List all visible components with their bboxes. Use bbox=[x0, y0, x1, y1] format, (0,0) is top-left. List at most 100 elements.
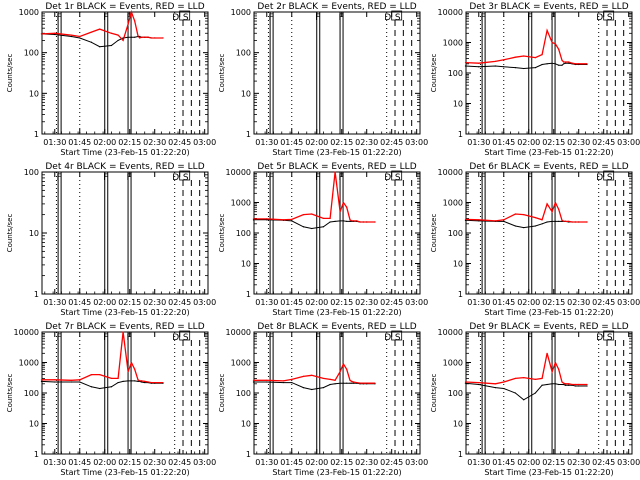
panel-title: Det 5r BLACK = Events, RED = LLD bbox=[257, 162, 416, 172]
x-tick-label: 02:15 bbox=[330, 458, 353, 467]
events-point bbox=[130, 380, 132, 382]
x-tick-label: 01:45 bbox=[68, 458, 91, 467]
events-point bbox=[342, 220, 344, 222]
events-point bbox=[117, 381, 119, 384]
detector-panel-6: Det 6r BLACK = Events, RED = LLD Counts/s… bbox=[430, 162, 640, 317]
flag-letter: S bbox=[395, 173, 401, 183]
lld-series-line bbox=[253, 362, 375, 384]
s-marker-box bbox=[391, 170, 403, 181]
lld-point bbox=[139, 380, 141, 382]
lld-point bbox=[154, 381, 156, 384]
events-point bbox=[534, 67, 537, 69]
lld-point bbox=[70, 34, 73, 36]
events-point bbox=[546, 383, 548, 386]
events-point bbox=[478, 383, 480, 386]
x-tick-label: 01:30 bbox=[467, 458, 490, 467]
x-tick-label: 03:00 bbox=[617, 138, 640, 147]
x-tick-label: 02:45 bbox=[168, 138, 191, 147]
events-point bbox=[339, 382, 341, 384]
flag-letter: F bbox=[103, 333, 108, 343]
events-point bbox=[551, 383, 553, 385]
flag-letter: F bbox=[527, 13, 532, 23]
lld-point bbox=[586, 221, 588, 223]
lld-point bbox=[514, 213, 517, 215]
x-tick-label: 02:30 bbox=[355, 298, 378, 307]
lld-point bbox=[252, 379, 255, 381]
lld-point bbox=[574, 63, 576, 65]
events-point bbox=[534, 225, 537, 227]
lld-point bbox=[359, 221, 361, 223]
lld-point bbox=[523, 376, 525, 379]
panel-title: Det 6r BLACK = Events, RED = LLD bbox=[469, 162, 628, 172]
x-tick-label: 01:30 bbox=[43, 298, 66, 307]
y-tick-label: 100 bbox=[448, 229, 463, 238]
lld-point bbox=[464, 218, 467, 220]
lld-point bbox=[551, 371, 553, 373]
lld-point bbox=[302, 214, 305, 216]
lld-point bbox=[137, 379, 139, 381]
events-point bbox=[494, 65, 497, 67]
x-tick-label: 03:00 bbox=[405, 138, 428, 147]
lld-point bbox=[130, 11, 132, 13]
y-axis-label: Counts/sec bbox=[430, 54, 438, 93]
events-point bbox=[478, 220, 480, 222]
events-point bbox=[541, 384, 543, 386]
events-point bbox=[110, 44, 113, 47]
y-tick-label: 10 bbox=[29, 229, 39, 238]
x-tick-label: 02:30 bbox=[567, 458, 590, 467]
events-point bbox=[464, 382, 467, 384]
lld-point bbox=[523, 55, 525, 57]
events-series-line bbox=[41, 33, 163, 48]
detector-panel-4: Det 4r BLACK = Events, RED = LLD Counts/s… bbox=[6, 162, 216, 317]
events-point bbox=[523, 67, 525, 70]
y-tick-label: 10 bbox=[453, 260, 463, 269]
lld-point bbox=[478, 62, 480, 64]
x-tick-label: 02:45 bbox=[380, 298, 403, 307]
y-tick-label: 10 bbox=[29, 420, 39, 429]
flag-letter: F bbox=[338, 173, 343, 183]
lld-point bbox=[574, 383, 576, 386]
x-tick-label: 02:45 bbox=[592, 298, 615, 307]
events-point bbox=[134, 36, 136, 38]
lld-point bbox=[558, 368, 560, 370]
events-point bbox=[291, 381, 293, 384]
lld-point bbox=[266, 218, 268, 220]
y-tick-label: 1 bbox=[458, 450, 463, 459]
lld-point bbox=[561, 381, 563, 383]
s-marker-box bbox=[391, 330, 403, 341]
lld-point bbox=[140, 36, 142, 38]
y-tick-label: 100 bbox=[448, 389, 463, 398]
lld-point bbox=[311, 213, 313, 215]
y-axis-label: Counts/sec bbox=[218, 54, 226, 93]
events-point bbox=[144, 381, 146, 384]
lld-point bbox=[70, 379, 73, 381]
flag-letter: S bbox=[395, 333, 401, 343]
lld-point bbox=[578, 383, 580, 386]
lld-series-line bbox=[253, 171, 375, 223]
lld-point bbox=[561, 219, 563, 221]
events-point bbox=[79, 37, 81, 39]
x-tick-label: 02:45 bbox=[380, 458, 403, 467]
lld-point bbox=[352, 220, 354, 222]
flag-letter: F bbox=[57, 13, 62, 23]
x-tick-label: 03:00 bbox=[193, 298, 216, 307]
lld-point bbox=[568, 383, 570, 385]
y-tick-label: 100 bbox=[236, 389, 251, 398]
lld-point bbox=[534, 378, 537, 380]
flag-letter: F bbox=[550, 333, 555, 343]
x-tick-label: 02:15 bbox=[542, 458, 565, 467]
s-marker-box bbox=[179, 330, 191, 341]
events-point bbox=[130, 36, 132, 38]
x-tick-label: 02:15 bbox=[542, 138, 565, 147]
x-tick-label: 01:45 bbox=[492, 298, 515, 307]
flag-letter: D bbox=[172, 173, 179, 183]
lld-point bbox=[359, 382, 361, 384]
flag-letter: F bbox=[126, 173, 131, 183]
lld-point bbox=[349, 219, 351, 221]
x-tick-label: 01:30 bbox=[467, 138, 490, 147]
x-tick-label: 02:15 bbox=[118, 458, 141, 467]
lld-point bbox=[99, 374, 101, 376]
lld-point bbox=[503, 381, 505, 383]
lld-point bbox=[551, 41, 553, 44]
flag-letter: F bbox=[527, 333, 532, 343]
